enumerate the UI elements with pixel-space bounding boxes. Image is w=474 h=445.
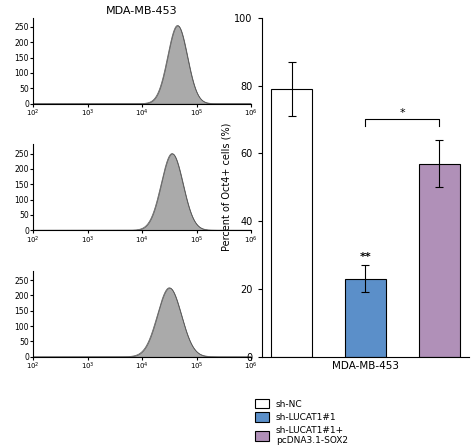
Text: **: ** [360, 252, 371, 262]
Bar [345, 279, 386, 357]
Y-axis label: Percent of Oct4+ cells (%): Percent of Oct4+ cells (%) [221, 123, 231, 251]
Title: MDA-MB-453: MDA-MB-453 [106, 6, 178, 16]
Legend: sh-NC, sh-LUCAT1#1, sh-LUCAT1#1+
pcDNA3.1-SOX2: sh-NC, sh-LUCAT1#1, sh-LUCAT1#1+ pcDNA3.… [251, 396, 351, 445]
Text: sh-NC: sh-NC [269, 56, 298, 66]
Bar [419, 164, 460, 357]
Text: sh-LUCAT1#1+
pcDNA3.1-SOX2: sh-LUCAT1#1+ pcDNA3.1-SOX2 [269, 303, 346, 325]
Bar [271, 89, 312, 357]
Text: sh-LUCAT1#1: sh-LUCAT1#1 [269, 182, 334, 192]
Text: *: * [400, 108, 405, 118]
X-axis label: MDA-MB-453: MDA-MB-453 [332, 361, 399, 371]
